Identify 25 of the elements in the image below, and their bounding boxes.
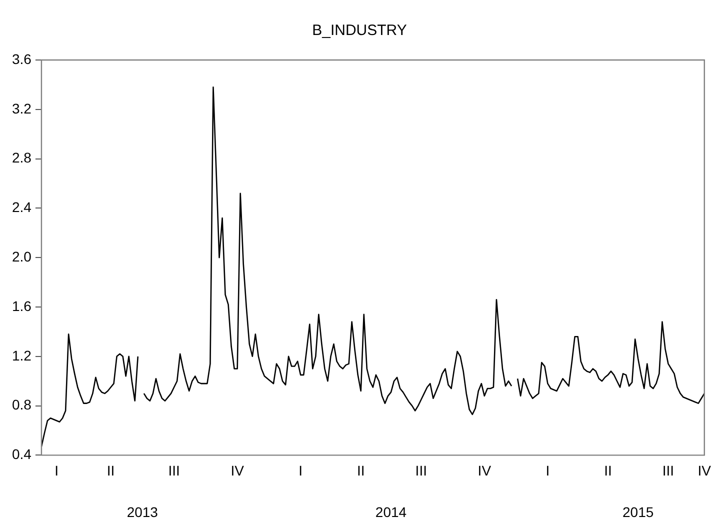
y-tick-label: 3.6 bbox=[12, 50, 32, 67]
x-tick-label: IV bbox=[230, 462, 245, 478]
x-tick-label: III bbox=[415, 462, 427, 478]
y-tick-label: 2.0 bbox=[12, 248, 32, 264]
text: 2014 bbox=[375, 504, 407, 520]
y-tick-label: 0.4 bbox=[12, 446, 32, 462]
y-tick-label: 3.2 bbox=[12, 100, 32, 116]
text: 2015 bbox=[622, 504, 654, 520]
x-tick-label: III bbox=[168, 462, 180, 478]
x-tick-label: IV bbox=[478, 462, 492, 478]
y-tick-label: 0.8 bbox=[12, 396, 32, 413]
x-tick-label: I bbox=[546, 462, 550, 478]
y-tick-label: 2.4 bbox=[12, 199, 32, 216]
chart-title: B_INDUSTRY bbox=[312, 22, 407, 40]
y-tick-label: 1.2 bbox=[12, 347, 32, 364]
y-tick-label: 2.8 bbox=[12, 150, 32, 166]
x-tick-label: IV bbox=[698, 462, 712, 478]
x-tick-label: II bbox=[604, 462, 612, 478]
x-tick-label: III bbox=[662, 462, 674, 478]
x-tick-label: I bbox=[54, 462, 58, 478]
x-tick-label: II bbox=[356, 462, 365, 478]
x-tick-label: II bbox=[106, 462, 115, 478]
text: 2013 bbox=[126, 504, 158, 520]
y-tick-label: 1.6 bbox=[12, 298, 32, 314]
x-tick-label: I bbox=[298, 462, 303, 478]
